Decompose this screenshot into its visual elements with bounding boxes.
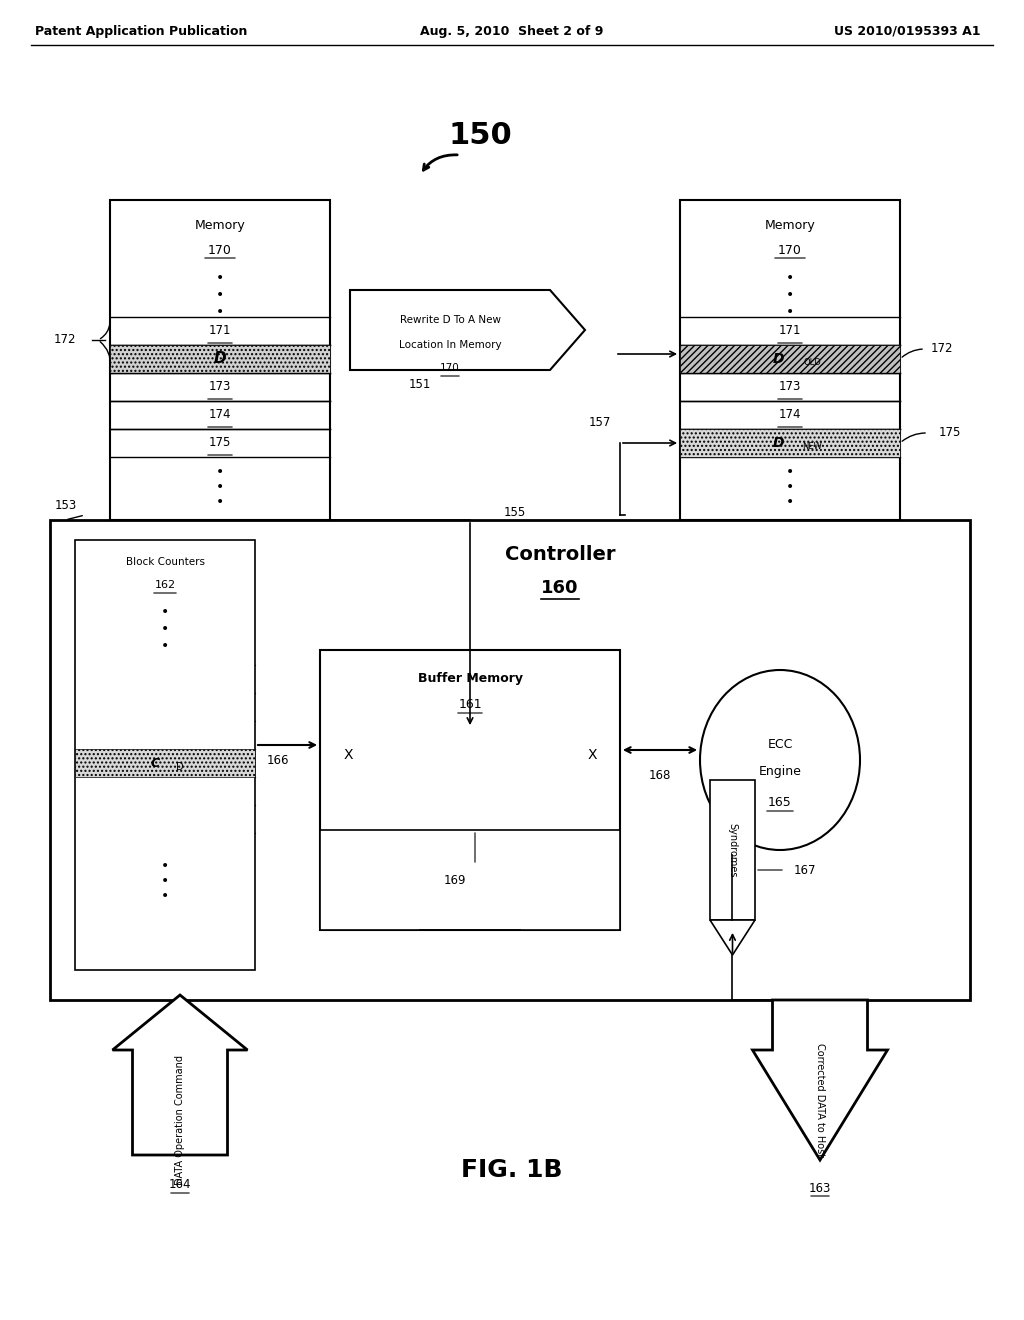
Text: FIG. 1B: FIG. 1B — [461, 1158, 563, 1181]
Bar — [75, 748, 255, 777]
Text: Aug. 5, 2010  Sheet 2 of 9: Aug. 5, 2010 Sheet 2 of 9 — [420, 25, 604, 38]
Text: •: • — [161, 622, 169, 636]
Text: 162: 162 — [155, 579, 175, 590]
Text: •: • — [785, 480, 795, 494]
FancyBboxPatch shape — [319, 649, 620, 931]
Polygon shape — [113, 995, 248, 1155]
Bar — [110, 345, 330, 374]
Text: C: C — [151, 756, 160, 770]
Text: Corrected DATA to Host: Corrected DATA to Host — [815, 1043, 825, 1158]
FancyBboxPatch shape — [75, 540, 255, 970]
Text: 174: 174 — [778, 408, 801, 421]
Text: 170: 170 — [208, 243, 232, 256]
Text: •: • — [161, 874, 169, 888]
Text: 155: 155 — [504, 506, 526, 519]
Text: •: • — [161, 888, 169, 903]
Text: •: • — [216, 495, 224, 510]
Text: US 2010/0195393 A1: US 2010/0195393 A1 — [834, 25, 980, 38]
Text: 168: 168 — [649, 768, 671, 781]
Text: Location In Memory: Location In Memory — [398, 341, 502, 350]
Text: Engine: Engine — [759, 766, 802, 779]
Text: 167: 167 — [794, 863, 816, 876]
Text: 170: 170 — [440, 363, 460, 374]
Text: •: • — [785, 495, 795, 510]
Text: D: D — [176, 762, 184, 772]
Text: 169: 169 — [443, 874, 466, 887]
Text: OLD: OLD — [803, 359, 821, 367]
Text: ECC: ECC — [767, 738, 793, 751]
Text: 172: 172 — [53, 334, 76, 346]
Text: 173: 173 — [209, 380, 231, 393]
Polygon shape — [350, 290, 585, 370]
Text: •: • — [785, 305, 795, 319]
Text: Buffer Memory: Buffer Memory — [418, 672, 522, 685]
FancyBboxPatch shape — [50, 520, 970, 1001]
FancyBboxPatch shape — [710, 780, 755, 920]
Bar — [680, 429, 900, 457]
Text: •: • — [216, 288, 224, 302]
Polygon shape — [753, 1001, 888, 1160]
Text: 151: 151 — [409, 379, 431, 392]
Text: •: • — [785, 271, 795, 285]
Text: Rewrite D To A New: Rewrite D To A New — [399, 315, 501, 325]
Text: •: • — [216, 271, 224, 285]
Bar — [680, 345, 900, 374]
Text: •: • — [785, 288, 795, 302]
Text: D: D — [772, 352, 783, 366]
FancyBboxPatch shape — [680, 201, 900, 520]
Text: •: • — [161, 605, 169, 619]
Text: 173: 173 — [779, 380, 801, 393]
Text: Memory: Memory — [195, 219, 246, 231]
Text: 175: 175 — [209, 437, 231, 450]
Text: X: X — [587, 748, 597, 762]
Text: 170: 170 — [778, 243, 802, 256]
Text: •: • — [216, 305, 224, 319]
Text: 175: 175 — [939, 426, 962, 440]
Text: Patent Application Publication: Patent Application Publication — [35, 25, 248, 38]
Polygon shape — [710, 920, 755, 954]
Text: 161: 161 — [458, 698, 482, 711]
FancyBboxPatch shape — [319, 830, 620, 931]
Text: NEW: NEW — [802, 442, 822, 451]
Text: 166: 166 — [267, 754, 290, 767]
Text: Block Counters: Block Counters — [126, 557, 205, 568]
Text: 171: 171 — [209, 325, 231, 338]
Text: DATA Operation Command: DATA Operation Command — [175, 1055, 185, 1185]
Text: D: D — [214, 351, 226, 367]
Text: •: • — [216, 480, 224, 494]
FancyBboxPatch shape — [110, 201, 330, 520]
Text: •: • — [161, 639, 169, 653]
Text: 164: 164 — [169, 1179, 191, 1192]
Text: 153: 153 — [55, 499, 77, 512]
Text: 172: 172 — [931, 342, 953, 355]
Text: 150: 150 — [449, 120, 512, 149]
Text: 163: 163 — [809, 1181, 831, 1195]
Text: Controller: Controller — [505, 545, 615, 565]
Text: 157: 157 — [589, 417, 611, 429]
Text: 160: 160 — [542, 579, 579, 597]
Text: •: • — [785, 465, 795, 479]
Text: Syndromes: Syndromes — [727, 822, 737, 878]
Text: •: • — [216, 465, 224, 479]
Text: 165: 165 — [768, 796, 792, 808]
Text: 171: 171 — [778, 325, 801, 338]
Text: 174: 174 — [209, 408, 231, 421]
Text: D: D — [772, 436, 783, 450]
Ellipse shape — [700, 671, 860, 850]
Text: •: • — [161, 859, 169, 873]
Text: X: X — [343, 748, 352, 762]
Text: Memory: Memory — [765, 219, 815, 231]
